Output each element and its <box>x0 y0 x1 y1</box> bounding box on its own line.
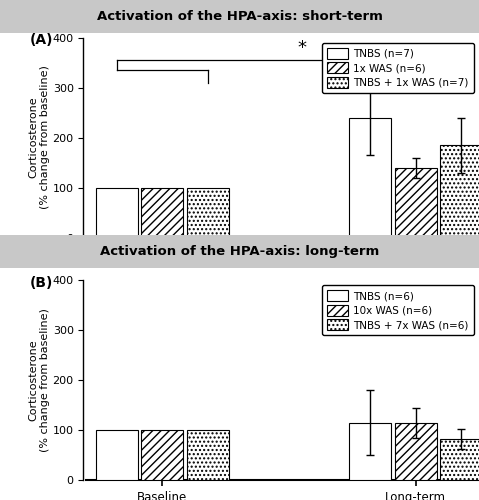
Bar <box>187 188 229 238</box>
Bar <box>141 430 183 480</box>
Legend: TNBS (n=7), 1x WAS (n=6), TNBS + 1x WAS (n=7): TNBS (n=7), 1x WAS (n=6), TNBS + 1x WAS … <box>322 42 474 93</box>
Bar <box>349 118 391 238</box>
Y-axis label: Corticosterone
(% change from baseline): Corticosterone (% change from baseline) <box>28 308 50 452</box>
Bar <box>440 145 479 238</box>
Bar <box>440 438 479 480</box>
Bar <box>96 430 137 480</box>
Bar <box>96 188 137 238</box>
Text: (B): (B) <box>29 276 53 290</box>
Bar <box>141 188 183 238</box>
Text: Activation of the HPA-axis: short-term: Activation of the HPA-axis: short-term <box>97 10 382 22</box>
Bar <box>395 168 437 238</box>
Text: *: * <box>297 40 306 58</box>
Bar <box>187 430 229 480</box>
Bar <box>395 422 437 480</box>
Text: Activation of the HPA-axis: long-term: Activation of the HPA-axis: long-term <box>100 244 379 258</box>
Y-axis label: Corticosterone
(% change from baseline): Corticosterone (% change from baseline) <box>28 66 50 210</box>
Text: (A): (A) <box>29 34 53 48</box>
Bar <box>349 422 391 480</box>
Legend: TNBS (n=6), 10x WAS (n=6), TNBS + 7x WAS (n=6): TNBS (n=6), 10x WAS (n=6), TNBS + 7x WAS… <box>322 285 474 336</box>
